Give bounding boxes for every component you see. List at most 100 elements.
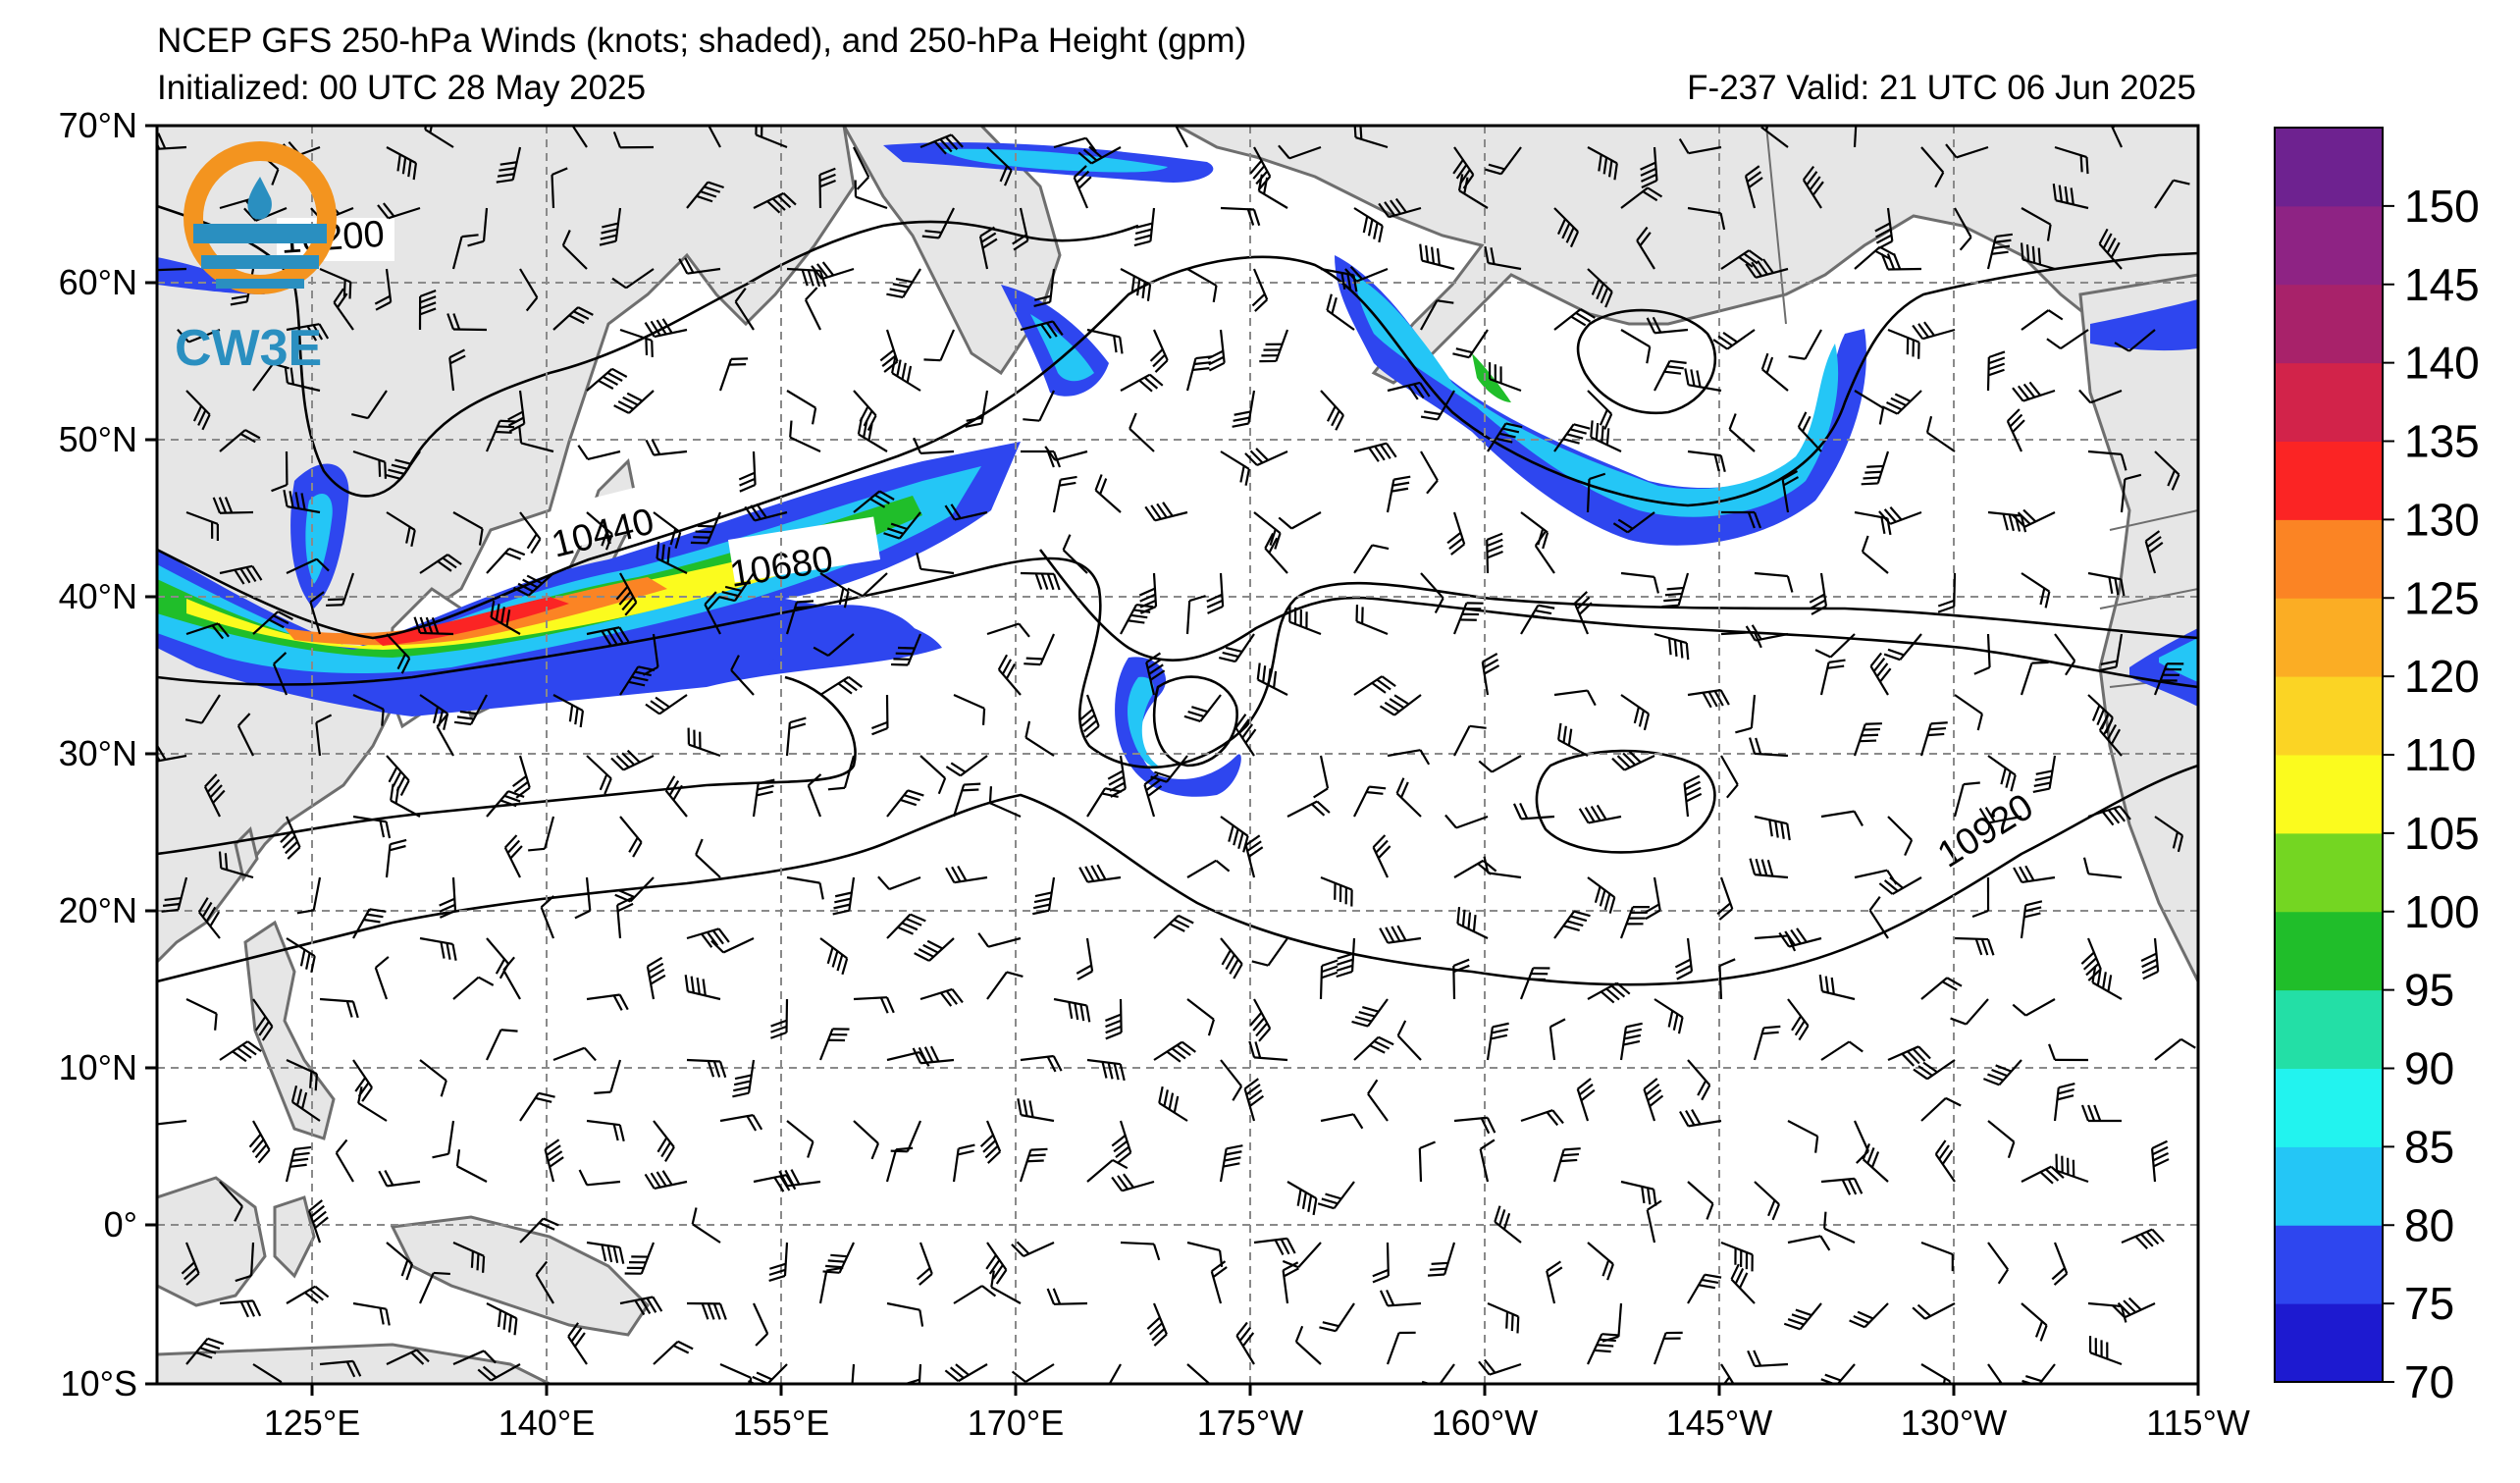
wind-barb bbox=[1590, 420, 1622, 452]
longitude-labels: 125°E 140°E 155°E 170°E 175°W 160°W 145°… bbox=[264, 1403, 2250, 1443]
wind-barb bbox=[552, 306, 594, 331]
contour-high-east bbox=[1535, 749, 1716, 854]
wind-barb bbox=[1120, 603, 1154, 635]
wind-barb bbox=[1020, 571, 1061, 591]
wind-barb bbox=[574, 876, 592, 920]
wind-barb bbox=[1053, 997, 1091, 1023]
lon-label: 140°E bbox=[499, 1403, 595, 1443]
wind-barb bbox=[1586, 472, 1606, 513]
wind-barb bbox=[704, 591, 721, 635]
wind-barb bbox=[1802, 165, 1824, 209]
wind-barb bbox=[1244, 834, 1264, 878]
wind-barb bbox=[978, 226, 998, 270]
jet-main-orange bbox=[285, 577, 667, 646]
wind-barb bbox=[1788, 329, 1822, 360]
wind-barb bbox=[986, 971, 1024, 1000]
wind-barb bbox=[1186, 998, 1215, 1036]
lon-label: 170°E bbox=[968, 1403, 1064, 1443]
wind-barb bbox=[734, 288, 755, 331]
wind-barb bbox=[886, 268, 921, 299]
wind-barb bbox=[252, 1363, 283, 1384]
wind-barb bbox=[1920, 146, 1945, 188]
wind-barb bbox=[691, 1207, 721, 1244]
wind-barb bbox=[1552, 1147, 1581, 1183]
wind-barb bbox=[448, 348, 466, 392]
wind-barb bbox=[374, 268, 393, 311]
wind-barb bbox=[2020, 661, 2049, 696]
wind-barb bbox=[921, 207, 955, 239]
colorbar-tick-label: 105 bbox=[2404, 808, 2480, 859]
wind-barb bbox=[718, 357, 749, 392]
wind-barb bbox=[1712, 329, 1756, 350]
wind-barb bbox=[2087, 450, 2127, 471]
wind-barb bbox=[280, 816, 301, 860]
wind-barb bbox=[2048, 1043, 2089, 1062]
wind-barb bbox=[586, 626, 630, 646]
wind-barb bbox=[2055, 1153, 2089, 1184]
wind-barb bbox=[832, 876, 856, 916]
wind-barb bbox=[1954, 207, 1972, 251]
wind-barb bbox=[446, 313, 488, 332]
wind-barb bbox=[519, 268, 539, 312]
wind-barb bbox=[2088, 1336, 2123, 1366]
wind-barb bbox=[952, 782, 981, 818]
wind-barb bbox=[785, 600, 814, 635]
wind-barb bbox=[283, 490, 321, 514]
wind-barb bbox=[1747, 1350, 1789, 1368]
wind-barb bbox=[219, 1181, 243, 1222]
wind-barb bbox=[496, 146, 522, 184]
wind-barb bbox=[1153, 1040, 1196, 1063]
wind-barb bbox=[1919, 721, 1948, 757]
wind-barb bbox=[1286, 800, 1331, 818]
wind-barb bbox=[1183, 694, 1222, 722]
wind-barb bbox=[451, 234, 479, 270]
wind-barb bbox=[1017, 1098, 1055, 1123]
wind-barb bbox=[203, 773, 226, 818]
wind-barb bbox=[1749, 858, 1789, 879]
colorbar-tick-label: 135 bbox=[2404, 416, 2480, 467]
lat-label: 20°N bbox=[59, 890, 137, 930]
wind-barb bbox=[1111, 1173, 1155, 1192]
philippines-islands bbox=[243, 920, 336, 1140]
colorbar-tick-label: 85 bbox=[2404, 1121, 2454, 1172]
colorbar-tick-label: 145 bbox=[2404, 259, 2480, 310]
wind-barb bbox=[985, 1242, 1008, 1285]
wind-barb bbox=[1553, 423, 1591, 452]
wind-barb bbox=[1720, 510, 1762, 529]
wind-barb bbox=[1086, 1158, 1129, 1183]
wind-barb bbox=[1576, 1078, 1596, 1122]
wind-barb bbox=[1883, 633, 1922, 662]
wind-barb bbox=[1679, 1109, 1722, 1128]
wind-barb bbox=[1646, 316, 1689, 335]
wind-barb bbox=[615, 572, 638, 616]
wind-barb bbox=[1553, 910, 1591, 939]
wind-barb bbox=[1920, 1363, 1952, 1384]
wind-barb bbox=[540, 895, 555, 939]
wind-barb bbox=[2020, 900, 2043, 939]
wind-barb bbox=[1920, 1096, 1962, 1122]
wind-barb bbox=[1427, 1242, 1456, 1277]
wind-barb bbox=[923, 329, 956, 362]
wind-barb bbox=[619, 1296, 663, 1316]
wind-barb bbox=[352, 1301, 391, 1326]
wind-barb bbox=[1718, 958, 1736, 1000]
wind-barb bbox=[1320, 390, 1344, 431]
wind-barb bbox=[1419, 243, 1455, 271]
wind-barb bbox=[1011, 1241, 1055, 1257]
wind-barb bbox=[1282, 1242, 1322, 1269]
wind-barb bbox=[644, 318, 688, 339]
colorbar-swatch bbox=[2275, 441, 2383, 520]
wind-barb bbox=[519, 511, 542, 555]
contour-ridge-mid bbox=[1038, 549, 2198, 689]
colorbar-swatch bbox=[2275, 1068, 2383, 1147]
wind-barb bbox=[335, 1139, 354, 1183]
wind-barb bbox=[979, 1120, 1002, 1164]
wind-barb bbox=[1481, 653, 1500, 696]
wind-barb bbox=[1816, 1363, 1856, 1384]
wind-barb bbox=[296, 876, 322, 915]
wind-barb bbox=[157, 267, 187, 272]
contour-inner-low-alaska bbox=[1576, 308, 1717, 415]
wind-barb bbox=[919, 987, 964, 1007]
wind-barb bbox=[1862, 1142, 1889, 1183]
wind-barb bbox=[1745, 258, 1789, 279]
